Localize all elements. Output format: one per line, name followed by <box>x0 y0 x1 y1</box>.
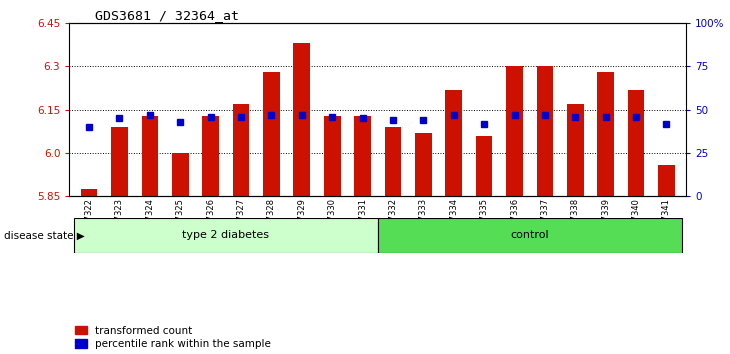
Bar <box>628 90 645 196</box>
Bar <box>415 133 431 196</box>
Bar <box>324 115 341 196</box>
Text: disease state ▶: disease state ▶ <box>4 230 85 240</box>
Bar <box>597 72 614 196</box>
Bar <box>172 153 188 196</box>
Bar <box>74 218 378 253</box>
Bar <box>293 43 310 196</box>
Bar <box>378 218 682 253</box>
Text: GDS3681 / 32364_at: GDS3681 / 32364_at <box>95 9 239 22</box>
Bar <box>111 127 128 196</box>
Bar <box>385 127 402 196</box>
Bar <box>233 104 250 196</box>
Bar <box>567 104 584 196</box>
Bar <box>537 67 553 196</box>
Bar <box>142 115 158 196</box>
Bar <box>202 115 219 196</box>
Bar <box>354 115 371 196</box>
Bar <box>658 165 675 196</box>
Text: type 2 diabetes: type 2 diabetes <box>182 230 269 240</box>
Bar <box>445 90 462 196</box>
Text: control: control <box>510 230 549 240</box>
Bar <box>476 136 493 196</box>
Bar <box>81 189 98 196</box>
Legend: transformed count, percentile rank within the sample: transformed count, percentile rank withi… <box>74 326 272 349</box>
Bar <box>263 72 280 196</box>
Bar <box>506 67 523 196</box>
